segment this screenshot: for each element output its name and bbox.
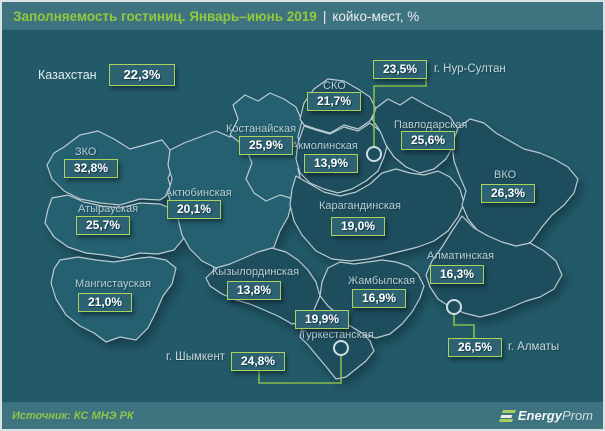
region-value-atyrau: 25,7%: [76, 216, 130, 235]
region-shape-almaty-region: [425, 215, 563, 318]
region-label-pavlodar: Павлодарская: [394, 119, 468, 131]
region-value-karaganda: 19,0%: [331, 217, 385, 236]
region-label-zko: ЗКО: [75, 146, 97, 158]
title-units: койко-мест, %: [332, 8, 420, 24]
connector-nur-sultan: [373, 79, 427, 147]
city-value-nur-sultan: 23,5%: [373, 60, 427, 79]
region-value-pavlodar: 25,6%: [401, 131, 455, 150]
logo-text-light: Prom: [561, 408, 593, 423]
region-label-mangystau: Мангистауская: [75, 278, 152, 290]
region-label-aktobe: Актюбинская: [165, 187, 232, 199]
city-marker-nur-sultan: [366, 146, 382, 162]
city-marker-shymkent: [333, 340, 349, 356]
title-highlight: Заполняемость гостиниц. Январь–июнь 2019: [13, 8, 317, 24]
region-value-turkestan: 19,9%: [295, 310, 349, 329]
region-label-akmola: Акмолинская: [291, 140, 358, 152]
region-label-turkestan: Туркестанская: [300, 329, 374, 341]
title-separator: |: [322, 8, 327, 24]
connector-almaty: [453, 314, 475, 338]
page-title: Заполняемость гостиниц. Январь–июнь 2019…: [13, 9, 419, 24]
energyprom-logo: EnergyProm: [498, 408, 593, 423]
region-shape-karaganda: [289, 168, 465, 262]
city-marker-almaty: [446, 299, 462, 315]
logo-text-bold: Energy: [517, 408, 562, 423]
region-label-sko: СКО: [323, 80, 346, 92]
region-value-kyzylorda: 13,8%: [227, 281, 281, 300]
region-label-atyrau: Атырауская: [78, 203, 139, 215]
region-value-mangystau: 21,0%: [78, 293, 132, 312]
energyprom-logo-icon: [498, 409, 516, 422]
region-value-vko: 26,3%: [481, 184, 535, 203]
city-value-shymkent: 24,8%: [231, 352, 285, 371]
city-label-nur-sultan: г. Нур-Султан: [434, 63, 506, 75]
national-label: Казахстан: [38, 68, 97, 82]
region-value-sko: 21,7%: [307, 92, 361, 111]
city-label-almaty: г. Алматы: [508, 341, 560, 353]
region-value-kostanay: 25,9%: [239, 136, 293, 155]
region-value-zhambyl: 16,9%: [352, 289, 406, 308]
region-value-akmola: 13,9%: [304, 154, 358, 173]
region-value-zko: 32,8%: [64, 159, 118, 178]
header-bar: Заполняемость гостиниц. Январь–июнь 2019…: [2, 2, 603, 30]
region-value-aktobe: 20,1%: [167, 200, 221, 219]
region-label-kostanay: Костанайская: [226, 123, 297, 135]
region-label-vko: ВКО: [494, 169, 517, 181]
region-label-kyzylorda: Кызылординская: [212, 266, 300, 278]
city-value-almaty: 26,5%: [448, 338, 502, 357]
city-label-shymkent: г. Шымкент: [166, 351, 226, 363]
region-value-almaty-region: 16,3%: [430, 265, 484, 284]
energyprom-logo-text: EnergyProm: [518, 408, 593, 423]
region-label-almaty-region: Алматинская: [427, 250, 495, 262]
connector-shymkent: [258, 355, 342, 384]
source-note: Источник: КС МНЭ РК: [12, 409, 134, 422]
footer-bar: Источник: КС МНЭ РК EnergyProm: [2, 402, 603, 429]
national-value-badge: 22,3%: [109, 64, 175, 86]
region-label-zhambyl: Жамбылская: [348, 275, 416, 287]
region-label-karaganda: Карагандинская: [319, 200, 401, 212]
